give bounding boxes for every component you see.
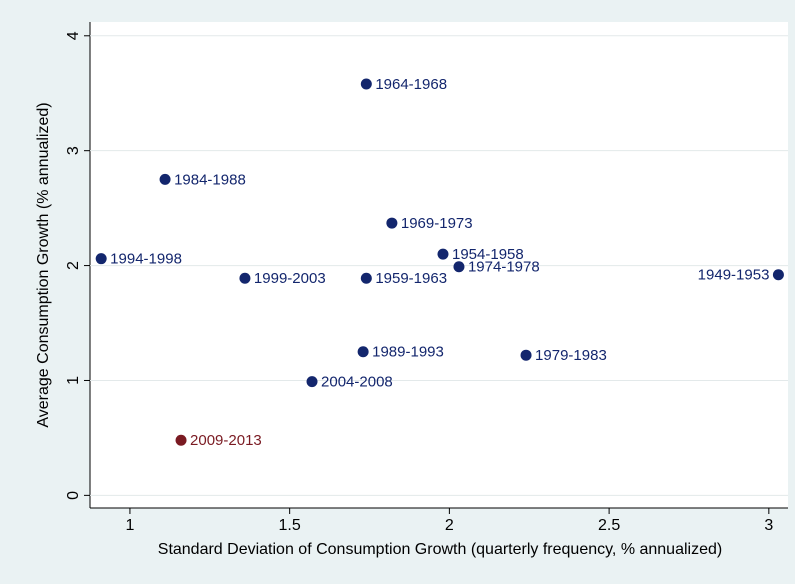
point-label: 1989-1993: [372, 344, 444, 361]
point-label: 1959-1963: [375, 270, 447, 287]
y-tick-label: 1: [65, 376, 82, 385]
x-tick-label: 2.5: [598, 517, 620, 534]
y-tick-label: 2: [65, 261, 82, 270]
point: [357, 346, 369, 358]
y-axis-title: Average Consumption Growth (% annualized…: [35, 102, 52, 427]
point-label: 1979-1983: [535, 347, 607, 364]
point: [360, 272, 372, 284]
point: [306, 376, 318, 388]
y-tick-label: 0: [65, 491, 82, 500]
y-tick-label: 3: [65, 146, 82, 155]
point-label: 1954-1958: [452, 246, 524, 263]
point-label: 1994-1998: [110, 251, 182, 268]
point-label: 2004-2008: [321, 374, 393, 391]
point: [437, 248, 449, 260]
point-label: 1984-1988: [174, 171, 246, 188]
point: [239, 272, 251, 284]
point: [360, 78, 372, 90]
point: [772, 269, 784, 281]
point: [95, 253, 107, 265]
y-tick-label: 4: [65, 31, 82, 40]
point: [175, 434, 187, 446]
point: [453, 261, 465, 273]
point-label: 1969-1973: [401, 215, 473, 232]
x-tick-label: 1: [125, 517, 134, 534]
plot-area: [90, 22, 788, 508]
point-label: 1964-1968: [375, 76, 447, 93]
point: [159, 173, 171, 185]
x-axis-title: Standard Deviation of Consumption Growth…: [158, 541, 722, 558]
point-label: 2009-2013: [190, 432, 262, 449]
point-label: 1974-1978: [468, 259, 540, 276]
x-tick-label: 3: [764, 517, 773, 534]
x-tick-label: 1.5: [279, 517, 301, 534]
point: [386, 217, 398, 229]
x-tick-label: 2: [445, 517, 454, 534]
point-label: 1999-2003: [254, 270, 326, 287]
point: [520, 349, 532, 361]
point-label: 1949-1953: [698, 267, 770, 284]
